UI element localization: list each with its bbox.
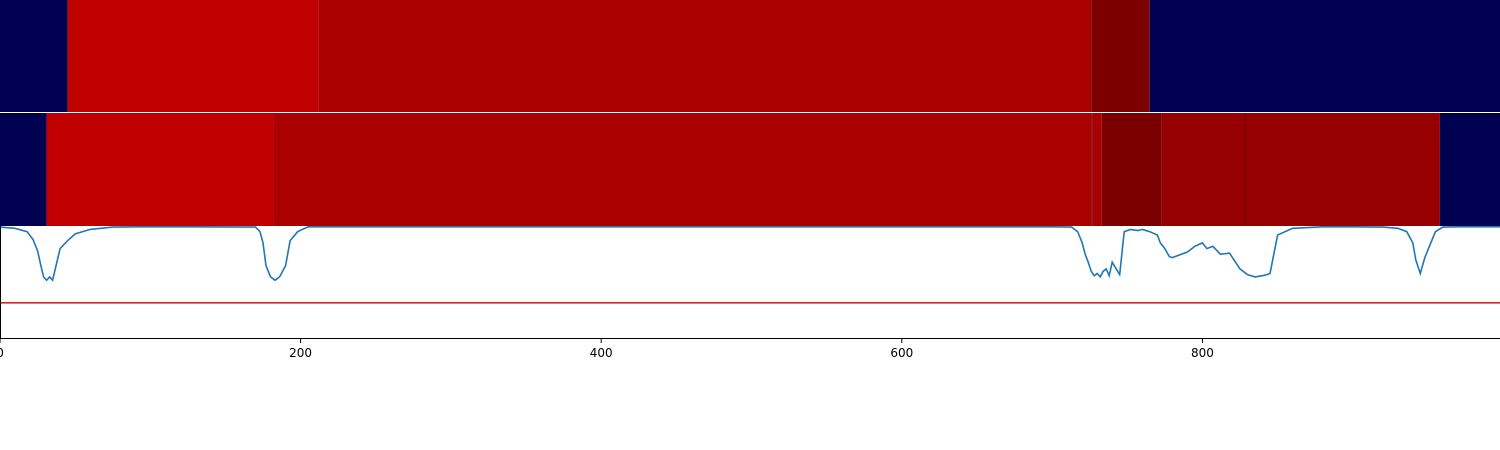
line-panel-background <box>0 226 1500 339</box>
x-tick-label-0: 0 <box>0 346 4 360</box>
track-2-segment-1 <box>0 113 47 226</box>
track-1-segment-4 <box>1091 0 1150 112</box>
x-tick-label-400: 400 <box>590 346 613 360</box>
track-2-segment-3 <box>273 113 1092 226</box>
line-panel <box>0 226 1500 339</box>
track-1-segment-2 <box>67 0 319 112</box>
track-1-segment-3 <box>318 0 1092 112</box>
heatmap-track-1 <box>0 0 1500 112</box>
track-1-segment-1 <box>0 0 68 112</box>
track-2-segment-4 <box>1091 113 1093 226</box>
x-tick-label-800: 800 <box>1191 346 1214 360</box>
x-tick-label-600: 600 <box>890 346 913 360</box>
x-axis: 0 200 400 600 800 <box>0 339 1214 360</box>
track-2-segment-5 <box>1092 113 1102 226</box>
track-2-segment-6 <box>1101 113 1162 226</box>
heatmap-track-2 <box>0 113 1500 226</box>
track-2-segment-7 <box>1161 113 1245 226</box>
track-2-segment-10 <box>1439 113 1500 226</box>
track-1-segment-5 <box>1149 0 1500 112</box>
track-2-segment-8 <box>1244 113 1246 226</box>
series-line <box>0 226 1500 282</box>
track-2-segment-2 <box>46 113 274 226</box>
track-2-segment-9 <box>1245 113 1440 226</box>
x-tick-label-200: 200 <box>289 346 312 360</box>
